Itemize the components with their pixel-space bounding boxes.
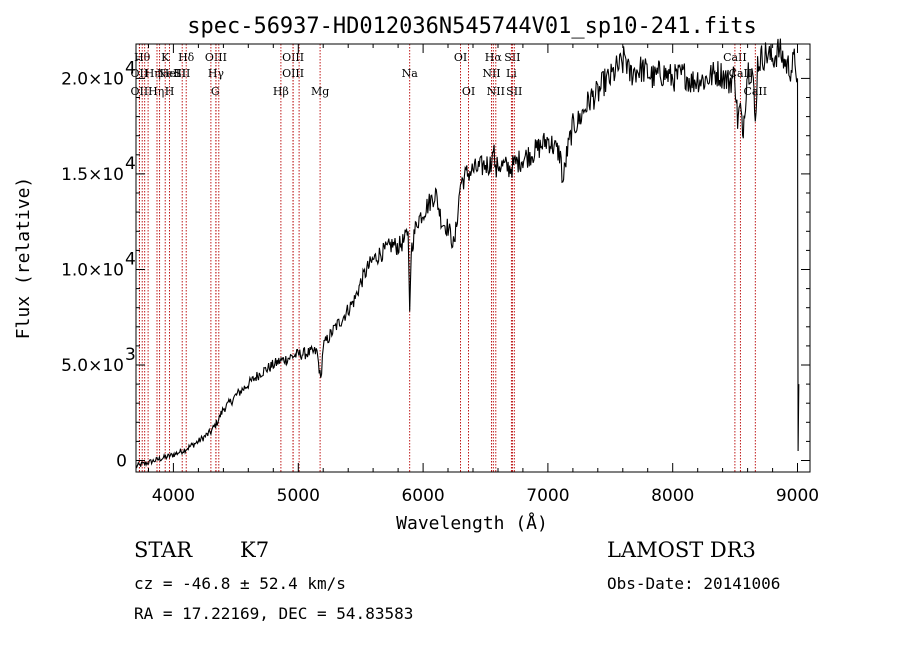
y-tick-exponent: 4 — [125, 250, 136, 270]
x-tick-label: 7000 — [526, 486, 569, 506]
line-marker-label: G — [211, 85, 220, 98]
x-axis-label: Wavelength (Å) — [396, 512, 548, 534]
spectral-subclass: K7 — [240, 538, 270, 562]
x-tick-label: 9000 — [776, 486, 819, 506]
line-marker-label: NII — [482, 67, 500, 80]
y-tick-label: 5.0×10 — [61, 356, 124, 376]
line-marker-label: Hθ — [134, 51, 151, 64]
line-marker-label: Li — [506, 67, 517, 80]
coordinates: RA = 17.22169, DEC = 54.83583 — [134, 604, 414, 623]
y-axis-label: Flux (relative) — [13, 177, 34, 340]
line-marker-label: SII — [504, 51, 520, 64]
spectrum-line-0 — [135, 38, 800, 469]
line-marker-label: HeI — [160, 67, 180, 80]
chart-title: spec-56937-HD012036N545744V01_sp10-241.f… — [187, 14, 757, 39]
y-tick-exponent: 4 — [125, 154, 136, 174]
line-marker-label: CaII — [743, 85, 767, 98]
line-marker-label: CaII — [723, 51, 747, 64]
line-marker-label: OI — [462, 85, 475, 98]
obs-date: Obs-Date: 20141006 — [607, 574, 781, 593]
line-marker-label: SII — [506, 85, 522, 98]
y-tick-label: 1.0×10 — [61, 261, 124, 281]
line-marker-label: Hγ — [208, 67, 225, 80]
x-tick-label: 4000 — [152, 486, 195, 506]
y-tick-label: 2.0×10 — [61, 69, 124, 89]
line-marker-label: K — [161, 51, 170, 64]
line-marker-label: NII — [487, 85, 505, 98]
x-tick-label: 6000 — [401, 486, 444, 506]
redshift-value: cz = -46.8 ± 52.4 km/s — [134, 574, 346, 593]
line-marker-label: SII — [174, 67, 190, 80]
line-marker-label: OI — [454, 51, 467, 64]
line-marker-label: Na — [402, 67, 419, 80]
line-marker-label: Hδ — [178, 51, 195, 64]
line-marker-label: OII — [131, 67, 149, 80]
survey-name: LAMOST DR3 — [607, 538, 756, 562]
plot-frame — [135, 43, 811, 473]
axis-ticks: 4000 5000 6000 7000 8000 9000035.0×1041.0×104… — [61, 44, 819, 506]
series-layer — [135, 38, 800, 469]
line-marker-label: Mg — [311, 85, 329, 98]
line-marker-label: OII — [131, 85, 149, 98]
x-tick-label: 8000 — [651, 486, 694, 506]
line-marker-label: Hη — [145, 67, 161, 80]
x-tick-label: 5000 — [277, 486, 320, 506]
line-marker-label: Hβ — [273, 85, 289, 98]
line-marker-label: NeIII — [157, 67, 186, 80]
line-marker-label: Hα — [485, 51, 503, 64]
y-tick-exponent: 4 — [125, 58, 136, 78]
object-class: STAR — [134, 538, 193, 562]
line-marker-label: H — [165, 85, 175, 98]
line-markers: HθOIIOIIHηHηNeIIIHeIKHSIIHδGOIIIHγHβOIII… — [131, 44, 767, 472]
y-tick-exponent: 3 — [125, 345, 136, 365]
line-marker-label: OIII — [282, 67, 304, 80]
line-marker-label: Hη — [148, 85, 164, 98]
y-tick-label: 1.5×10 — [61, 165, 124, 185]
y-tick-label: 0 — [116, 452, 127, 472]
